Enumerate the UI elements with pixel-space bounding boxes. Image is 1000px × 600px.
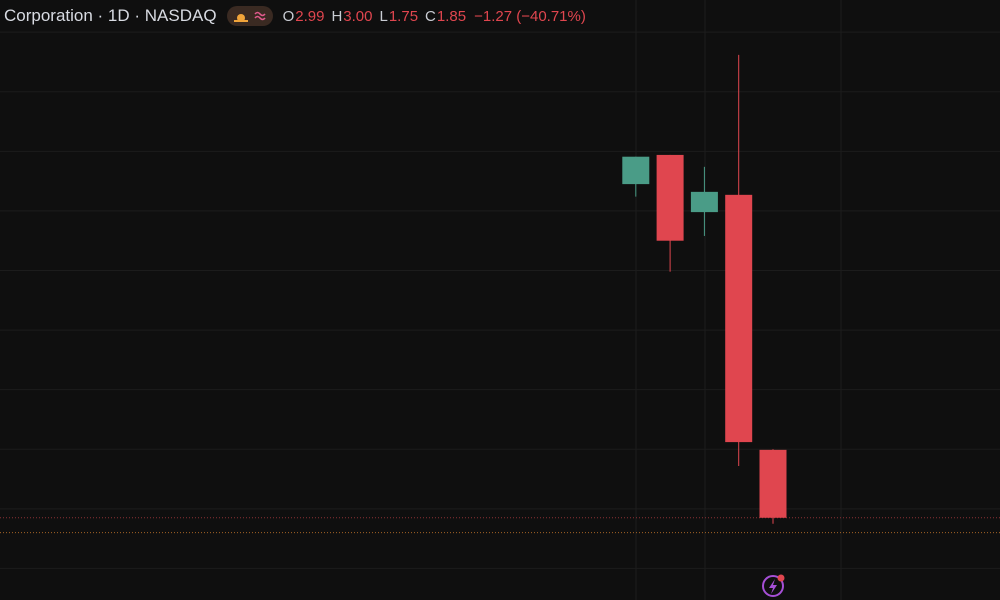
candle-body bbox=[725, 194, 753, 443]
icon-dot bbox=[777, 574, 785, 582]
candle-body bbox=[622, 156, 650, 185]
legend-value: 3.00 bbox=[343, 7, 373, 25]
wave-icon bbox=[253, 11, 266, 21]
legend-key: H bbox=[331, 7, 343, 25]
change: −1.27 (−40.71%) bbox=[474, 7, 586, 25]
alert-icon[interactable] bbox=[762, 574, 785, 597]
session-icons[interactable] bbox=[226, 6, 273, 26]
vertical-grid bbox=[635, 0, 842, 600]
legend-value: 2.99 bbox=[295, 7, 325, 25]
candle-body bbox=[759, 449, 787, 518]
chart-title: Corporation · 1D · NASDAQ bbox=[4, 6, 217, 25]
legend-key: O bbox=[282, 7, 295, 25]
sun-icon bbox=[233, 14, 248, 22]
header: Corporation · 1D · NASDAQ O2.99 H3.00 L1.7… bbox=[4, 6, 586, 26]
legend-value: 1.85 bbox=[436, 7, 467, 25]
legend-value: 1.75 bbox=[388, 7, 419, 25]
legend-key: C bbox=[425, 7, 436, 25]
candle-body bbox=[656, 154, 684, 241]
candle-body bbox=[690, 191, 718, 213]
ohlc-legend: O2.99 H3.00 L1.75 C1.85 bbox=[283, 8, 467, 25]
icon-circle bbox=[762, 575, 784, 597]
icon-bolt bbox=[769, 579, 777, 594]
legend-key: L bbox=[379, 7, 388, 25]
